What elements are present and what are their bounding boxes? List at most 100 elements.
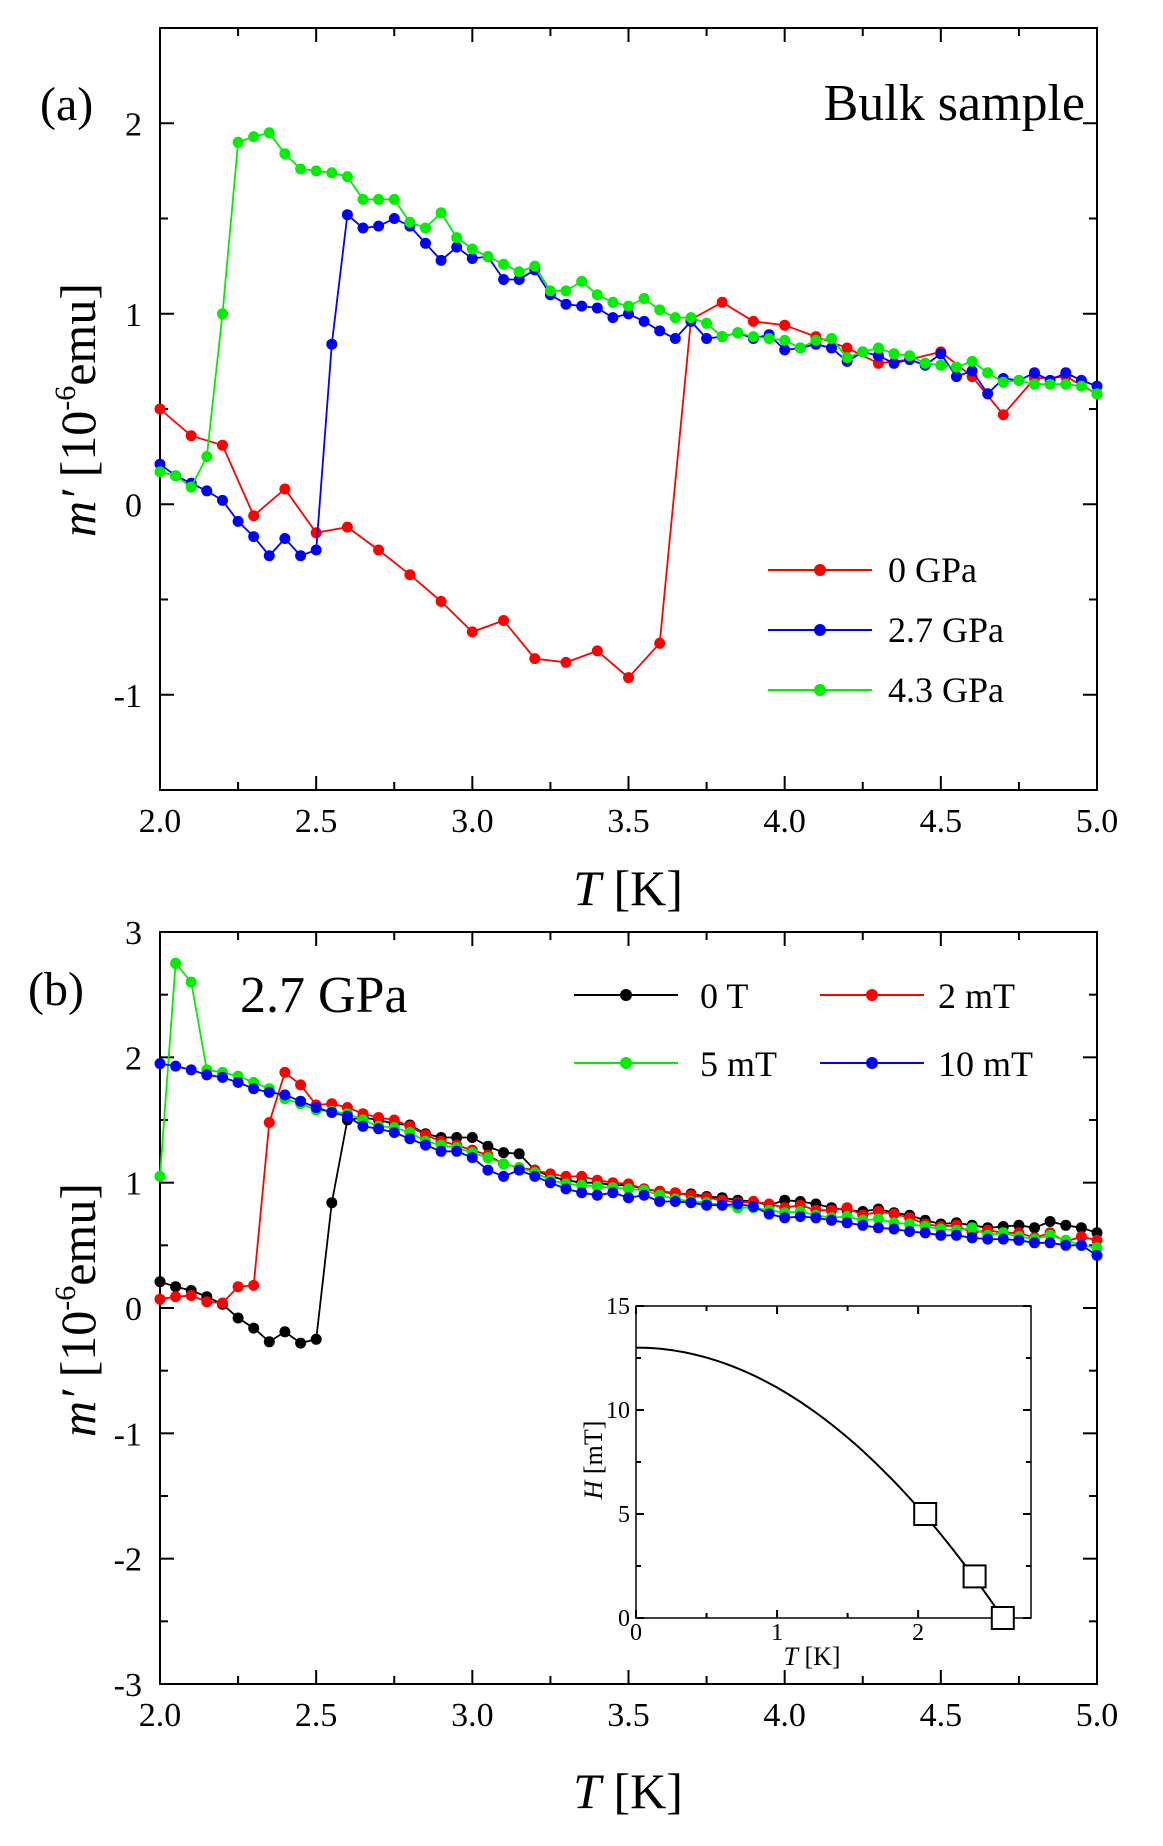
x-tick-label: 4.5 — [920, 1697, 963, 1734]
x-tick-label: 0 — [630, 1620, 642, 1646]
data-point-2-7-gpa — [669, 333, 681, 344]
legend-marker-4-3gpa — [814, 684, 826, 696]
data-point-4-3-gpa — [794, 342, 806, 354]
data-point-10-mt — [623, 1192, 634, 1204]
data-point-4-3-gpa — [263, 127, 275, 139]
legend-label-0t: 0 T — [700, 976, 748, 1016]
data-point-0-gpa — [279, 483, 291, 495]
data-point-2-mt — [576, 1170, 588, 1182]
y-tick-labels-b: -3 -2 -1 0 1 2 3 — [114, 915, 142, 1704]
data-point-2-mt — [279, 1066, 291, 1078]
data-point-4-3-gpa — [513, 266, 525, 278]
data-point-4-3-gpa — [779, 334, 791, 346]
data-point-4-3-gpa — [248, 131, 260, 143]
data-point-4-3-gpa — [623, 300, 634, 312]
data-point-2-7-gpa — [1091, 380, 1103, 392]
axis-ticks-b — [159, 931, 1098, 1685]
data-point-10-mt — [388, 1127, 400, 1138]
data-point-2-7-gpa — [232, 515, 244, 527]
data-point-4-3-gpa — [826, 333, 837, 344]
data-point-4-3-gpa — [154, 466, 166, 478]
data-point-2-7-gpa — [466, 253, 478, 264]
data-point-4-3-gpa — [607, 296, 619, 308]
data-point-2-mt — [826, 1204, 837, 1216]
data-point-0-t — [1060, 1219, 1072, 1231]
data-point-4-3-gpa — [935, 359, 947, 371]
data-point-2-7-gpa — [560, 298, 572, 310]
series-line-2-7-gpa — [159, 212, 1098, 558]
legend-marker-10mt — [866, 1057, 878, 1069]
panel-b: 2.0 2.5 3.0 3.5 4.0 4.5 5.0 -3 -2 -1 0 1 2 3 (b) 2.7… — [28, 915, 1118, 1819]
data-point-10-mt — [685, 1197, 697, 1209]
data-point-0-gpa — [591, 645, 603, 657]
data-point-10-mt — [279, 1089, 291, 1101]
annotation-2-7gpa: 2.7 GPa — [240, 967, 408, 1024]
data-point-4-3-gpa — [185, 481, 197, 493]
data-point-0-gpa — [341, 521, 353, 533]
data-point-0-t — [170, 1281, 182, 1293]
data-point-10-mt — [732, 1198, 744, 1210]
legend-a: 0 GPa 2.7 GPa 4.3 GPa — [768, 550, 1004, 710]
data-point-2-7-gpa — [310, 544, 322, 556]
data-point-10-mt — [576, 1187, 588, 1199]
data-point-2-7-gpa — [1060, 367, 1072, 379]
y-tick-label: -1 — [114, 1416, 142, 1453]
data-point-4-3-gpa — [373, 193, 385, 205]
data-point-10-mt — [857, 1219, 869, 1231]
x-tick-label: 1 — [771, 1620, 783, 1646]
data-point-2-7-gpa — [888, 357, 900, 369]
legend-label-0gpa: 0 GPa — [888, 550, 977, 590]
data-point-4-3-gpa — [763, 333, 775, 344]
y-tick-label: 5 — [618, 1502, 630, 1528]
x-tick-label: 4.0 — [763, 1697, 806, 1734]
data-point-10-mt — [357, 1120, 369, 1132]
data-point-5-mt — [154, 1170, 166, 1182]
data-point-2-7-gpa — [201, 485, 213, 497]
data-point-4-3-gpa — [950, 361, 962, 373]
data-point-10-mt — [794, 1211, 806, 1222]
data-point-10-mt — [451, 1145, 463, 1157]
x-axis-label-b: T [K] — [573, 1763, 683, 1819]
inset-hc-plot: 0 1 2 0 5 10 15 T [K] H [mT] — [579, 1294, 1032, 1671]
data-point-10-mt — [217, 1071, 228, 1083]
data-point-0-t — [482, 1140, 494, 1152]
data-point-10-mt — [1044, 1237, 1056, 1249]
data-point-5-mt — [498, 1158, 510, 1170]
y-tick-label: 3 — [125, 915, 142, 952]
data-point-2-mt — [170, 1291, 182, 1303]
data-point-0-t — [1029, 1222, 1040, 1234]
data-point-4-3-gpa — [1044, 378, 1056, 390]
legend-label-4-3gpa: 4.3 GPa — [888, 670, 1004, 710]
data-point-0-gpa — [841, 342, 853, 354]
inset-x-axis-label: T [K] — [783, 1642, 840, 1671]
y-tick-label: 2 — [125, 106, 142, 143]
data-point-5-mt — [966, 1222, 978, 1234]
data-point-10-mt — [747, 1201, 759, 1212]
panel-label-b: (b) — [28, 963, 84, 1016]
data-point-0-gpa — [373, 544, 385, 556]
data-point-4-3-gpa — [420, 222, 431, 234]
data-point-4-3-gpa — [217, 308, 228, 320]
data-point-4-3-gpa — [435, 207, 447, 219]
data-point-10-mt — [295, 1095, 307, 1107]
data-point-10-mt — [919, 1227, 931, 1239]
data-point-2-7-gpa — [826, 342, 837, 354]
data-point-0-t — [263, 1336, 275, 1348]
data-point-2-7-gpa — [576, 300, 588, 312]
x-tick-label: 5.0 — [1076, 1697, 1119, 1734]
data-point-0-gpa — [217, 439, 228, 451]
data-point-4-3-gpa — [1013, 374, 1025, 386]
data-point-2-7-gpa — [451, 241, 463, 253]
data-point-10-mt — [888, 1223, 900, 1235]
inset-data-point — [913, 1502, 938, 1526]
x-tick-label: 2.5 — [295, 1697, 338, 1734]
data-point-2-7-gpa — [420, 237, 431, 249]
data-point-2-7-gpa — [295, 550, 307, 562]
x-tick-label: 3.5 — [607, 1697, 650, 1734]
data-point-2-mt — [232, 1281, 244, 1293]
data-point-4-3-gpa — [482, 251, 494, 263]
data-point-2-7-gpa — [701, 333, 713, 344]
data-point-4-3-gpa — [747, 331, 759, 343]
data-point-10-mt — [248, 1083, 260, 1095]
data-point-10-mt — [810, 1212, 822, 1224]
